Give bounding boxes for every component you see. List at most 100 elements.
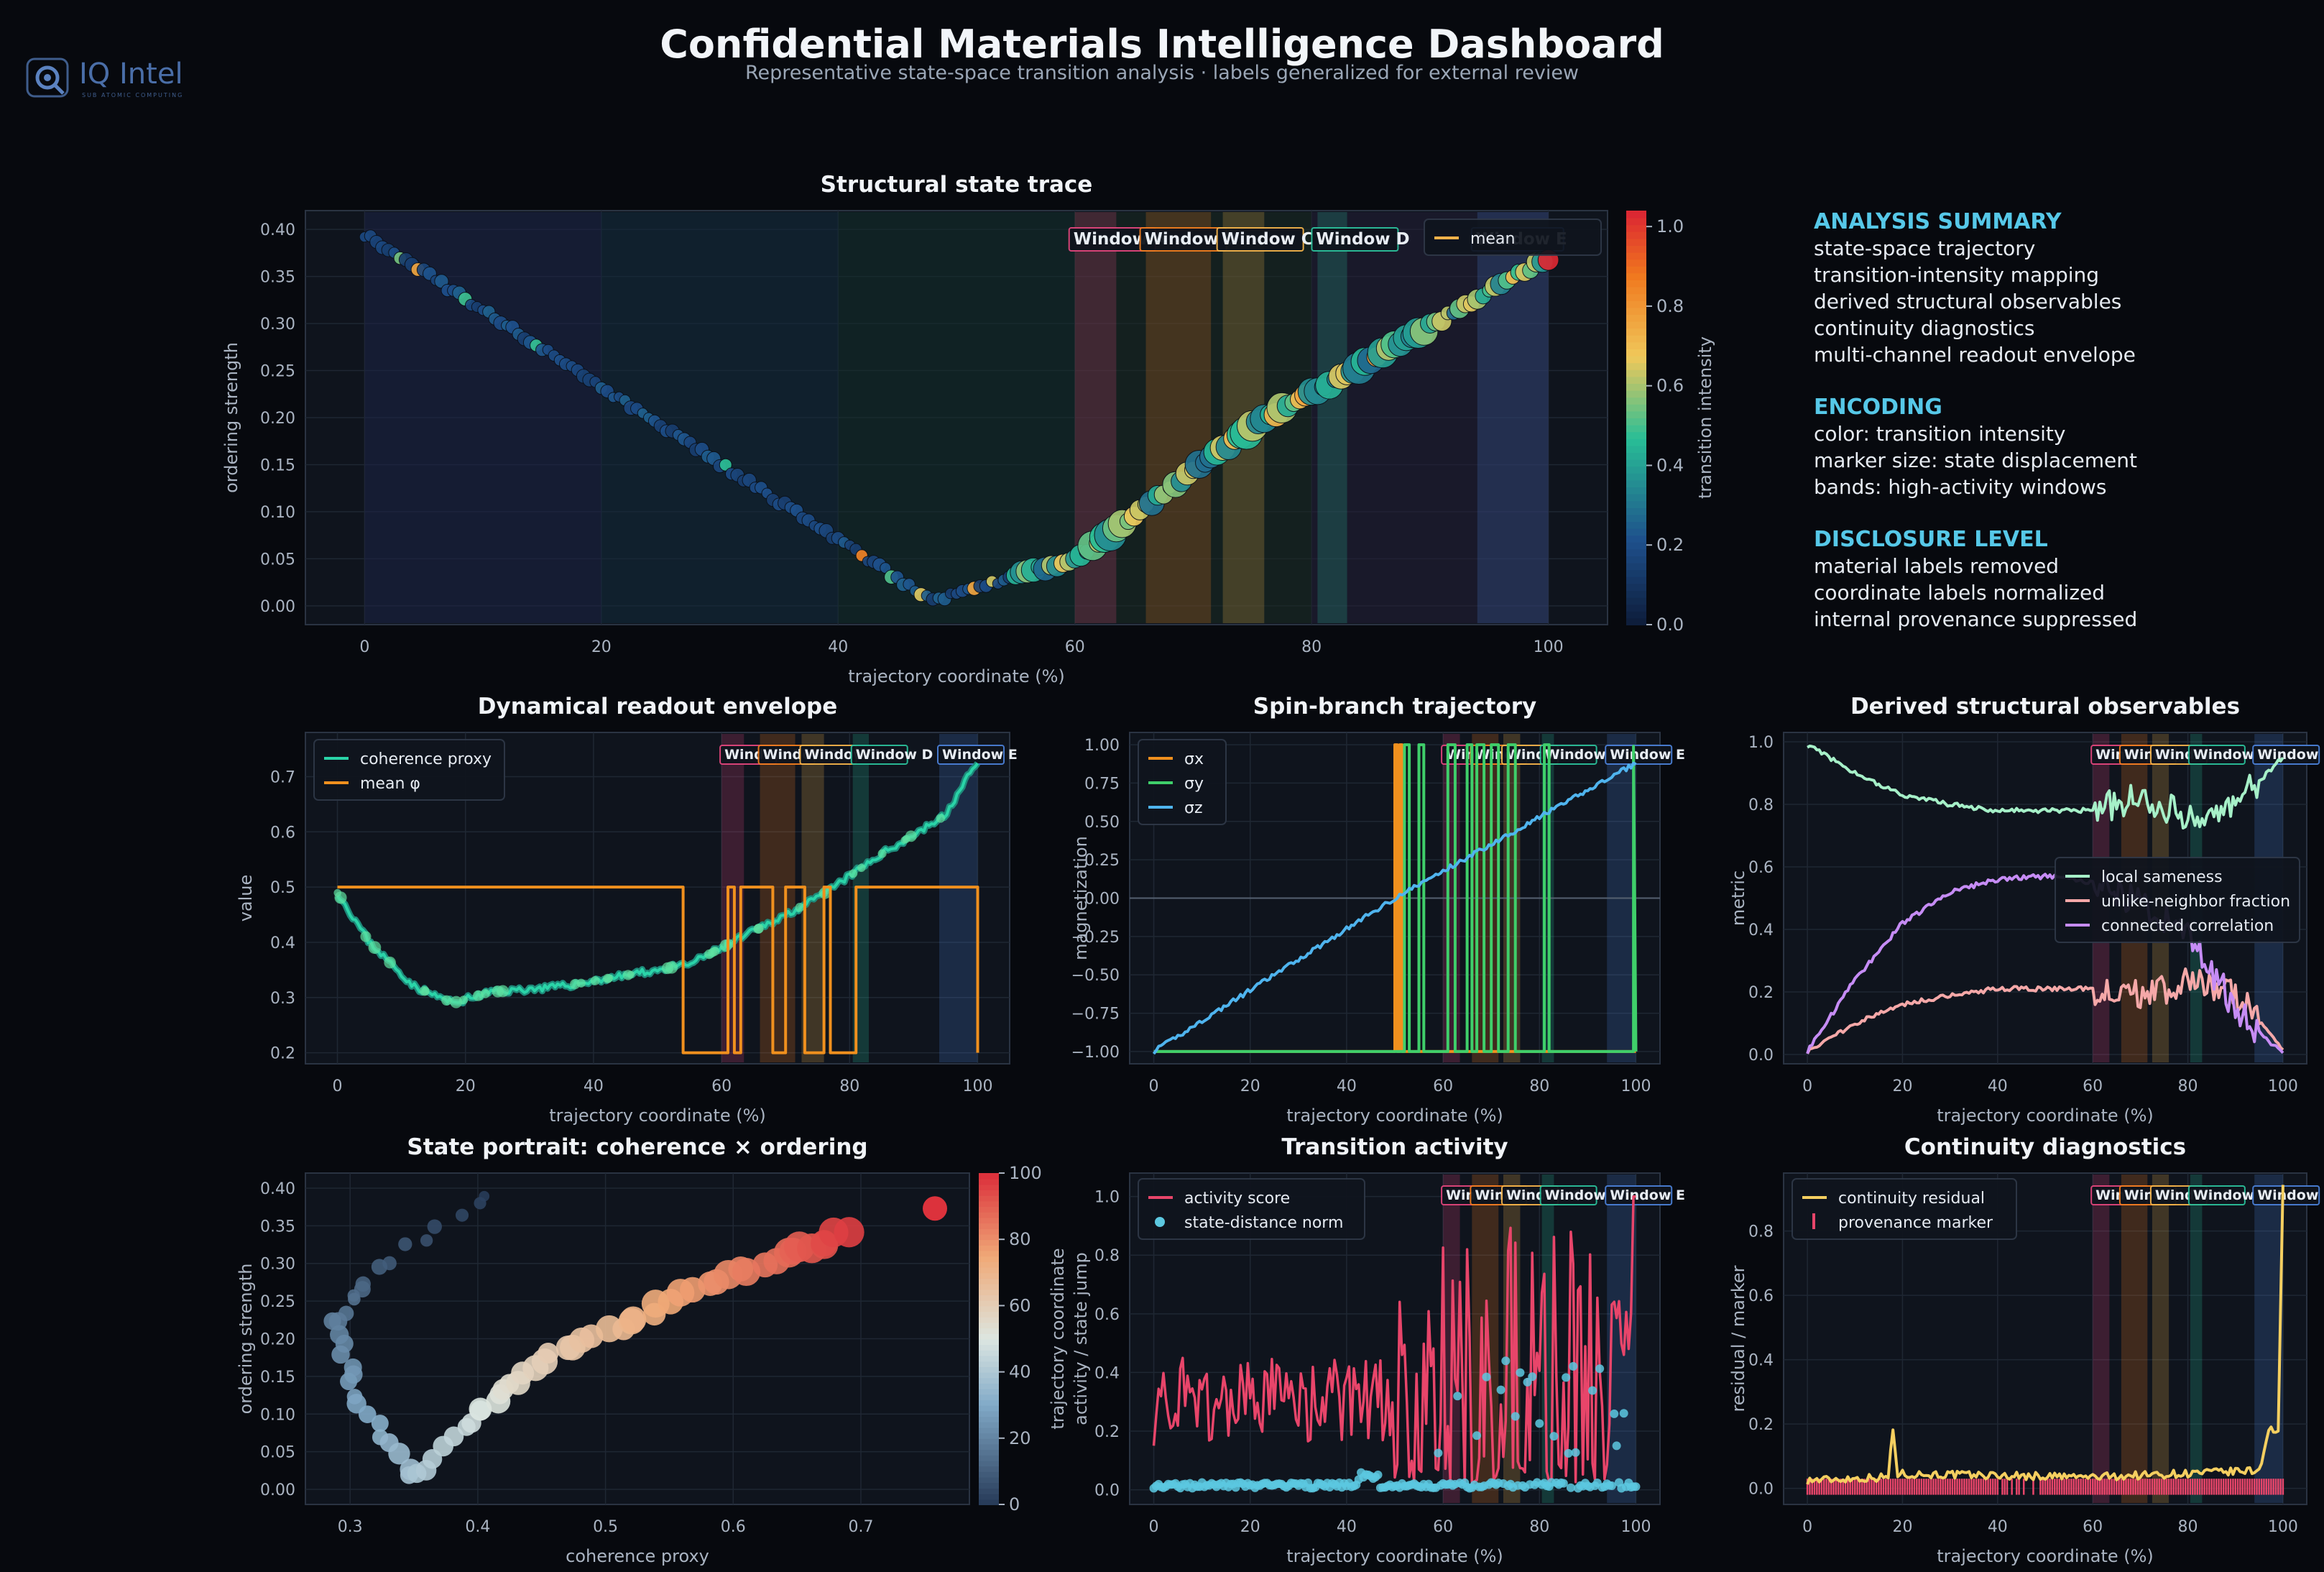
data-point — [923, 1196, 948, 1221]
colorbar-segment — [979, 1328, 999, 1334]
chart-title: Derived structural observables — [1850, 694, 2240, 720]
x-tick-label: 0.7 — [848, 1518, 873, 1536]
data-point — [1472, 1431, 1482, 1440]
colorbar-segment — [979, 1211, 999, 1218]
colorbar-tick-label: 0.6 — [1656, 376, 1684, 396]
legend-label: mean φ — [360, 775, 420, 793]
x-tick-label: 100 — [1534, 638, 1564, 656]
window-label-box — [1605, 1185, 1673, 1205]
colorbar-segment — [1626, 479, 1646, 487]
colorbar-segment — [979, 1206, 999, 1213]
data-point — [576, 978, 586, 988]
data-point — [371, 1259, 388, 1275]
window-label: Window E — [2257, 1187, 2324, 1203]
colorbar-segment — [979, 1223, 999, 1229]
colorbar-segment — [979, 1322, 999, 1329]
colorbar: 0.0 0.2 0.4 0.6 0.8 1.0 transition intensity — [1626, 211, 1715, 635]
colorbar-segment — [1626, 259, 1646, 267]
data-point — [1501, 1356, 1511, 1366]
data-point — [1373, 1470, 1383, 1479]
x-tick-label: 40 — [1988, 1077, 2008, 1095]
y-tick-label: 0.0 — [1748, 1481, 1774, 1499]
legend — [1792, 1178, 2017, 1240]
colorbar-segment — [1626, 569, 1646, 577]
data-point — [398, 1237, 412, 1251]
x-tick-label: 100 — [2268, 1518, 2298, 1536]
x-tick-label: 0.4 — [465, 1518, 490, 1536]
colorbar-segment — [979, 1239, 999, 1246]
x-axis-label: trajectory coordinate (%) — [1286, 1546, 1503, 1566]
colorbar-segment — [979, 1416, 999, 1422]
colorbar-segment — [1626, 507, 1646, 515]
summary-item: internal provenance suppressed — [1814, 607, 2138, 631]
y-tick-label: 0.2 — [1748, 984, 1774, 1002]
legend-label: local sameness — [2101, 868, 2223, 886]
data-point — [450, 996, 463, 1008]
legend-label: provenance marker — [1838, 1214, 1993, 1232]
colorbar-tick-label: 80 — [1009, 1229, 1031, 1249]
colorbar-segment — [1626, 418, 1646, 426]
colorbar-segment — [979, 1361, 999, 1367]
data-point — [905, 830, 917, 842]
summary-item: bands: high-activity windows — [1814, 475, 2107, 499]
chart-derived: Derived structural observables trajectory… — [1728, 694, 2324, 1126]
colorbar-segment — [979, 1438, 999, 1445]
colorbar-segment — [979, 1283, 999, 1290]
colorbar: 0 20 40 60 80 100 trajectory coordinate — [979, 1163, 1068, 1514]
x-tick-label: 0 — [333, 1077, 343, 1095]
colorbar-segment — [979, 1300, 999, 1307]
y-tick-label: −1.00 — [1071, 1044, 1120, 1062]
y-tick-label: 0.00 — [1084, 891, 1120, 909]
colorbar-tick-label: 0.2 — [1656, 535, 1684, 555]
colorbar-tick-label: 60 — [1009, 1295, 1031, 1315]
window-label-box — [2252, 1185, 2320, 1205]
y-tick-label: 0.00 — [260, 598, 295, 616]
window-band — [2093, 1175, 2110, 1503]
x-tick-label: 60 — [1433, 1077, 1453, 1095]
summary-item: state-space trajectory — [1814, 236, 2036, 260]
data-point — [421, 987, 430, 996]
window-label: Window E — [2257, 747, 2324, 763]
colorbar-tick-label: 1.0 — [1656, 216, 1684, 236]
y-tick-label: 0.00 — [260, 1481, 295, 1499]
y-axis-label: activity / state jump — [1071, 1252, 1091, 1425]
x-tick-label: 40 — [1988, 1518, 2008, 1536]
y-tick-label: 0.0 — [1094, 1482, 1120, 1500]
colorbar-segment — [979, 1200, 999, 1208]
y-tick-label: 0.05 — [260, 551, 295, 569]
data-point — [1549, 1432, 1559, 1441]
x-axis-label: trajectory coordinate (%) — [1286, 1106, 1503, 1126]
x-tick-label: 40 — [1337, 1077, 1357, 1095]
colorbar-segment — [979, 1499, 999, 1505]
data-point — [492, 985, 504, 998]
y-axis-label: metric — [1728, 870, 1748, 926]
y-tick-label: 0.75 — [1084, 775, 1120, 793]
y-tick-label: 0.6 — [1748, 859, 1774, 877]
colorbar-tick-label: 0.4 — [1656, 455, 1684, 475]
x-tick-label: 40 — [584, 1077, 604, 1095]
y-tick-label: 0.40 — [260, 1180, 295, 1198]
window-label-box — [2187, 745, 2246, 765]
window-band — [2190, 1175, 2203, 1503]
legend-swatch — [1155, 1217, 1165, 1227]
data-point — [1607, 1481, 1616, 1490]
x-tick-label: 80 — [2178, 1518, 2198, 1536]
colorbar-segment — [1626, 300, 1646, 308]
series-0 — [1807, 744, 2284, 829]
colorbar-segment — [979, 1460, 999, 1467]
colorbar-segment — [1626, 286, 1646, 295]
y-tick-label: 0.25 — [1084, 852, 1120, 870]
colorbar-segment — [979, 1443, 999, 1451]
x-tick-label: 80 — [1529, 1518, 1549, 1536]
x-tick-label: 0 — [359, 638, 369, 656]
colorbar-segment — [979, 1410, 999, 1417]
colorbar-segment — [979, 1333, 999, 1340]
data-point — [340, 1372, 358, 1390]
colorbar-segment — [1626, 334, 1646, 343]
data-point — [795, 903, 805, 912]
colorbar-segment — [1626, 390, 1646, 398]
y-axis-label: residual / marker — [1728, 1265, 1748, 1412]
colorbar-segment — [1626, 293, 1646, 301]
colorbar-segment — [979, 1466, 999, 1472]
